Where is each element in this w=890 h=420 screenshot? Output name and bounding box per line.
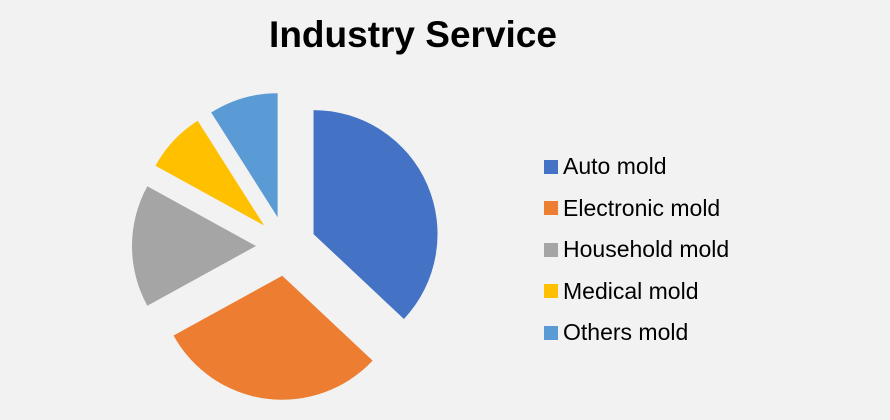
legend-item: Others mold [544, 312, 729, 354]
legend-swatch [544, 284, 558, 299]
legend-item: Electronic mold [544, 188, 729, 230]
legend-swatch [544, 159, 558, 174]
pie-slice-auto-mold [313, 110, 438, 319]
chart-title: Industry Service [269, 14, 557, 55]
legend: Auto mold Electronic mold Household mold Me… [544, 146, 729, 354]
legend-swatch [544, 201, 558, 216]
legend-item: Household mold [544, 229, 729, 271]
pie-slice-medical-mold [155, 120, 265, 226]
legend-label: Household mold [563, 236, 730, 263]
legend-label: Electronic mold [563, 194, 721, 221]
legend-label: Medical mold [563, 277, 699, 304]
legend-label: Auto mold [563, 153, 667, 180]
pie-slice-household-mold [132, 186, 256, 306]
pie-slice-electronic-mold [173, 275, 373, 400]
legend-swatch [544, 242, 558, 257]
legend-label: Others mold [563, 319, 689, 346]
legend-item: Auto mold [544, 146, 729, 188]
legend-item: Medical mold [544, 271, 729, 313]
legend-swatch [544, 325, 558, 340]
pie-slice-others-mold [211, 93, 278, 218]
